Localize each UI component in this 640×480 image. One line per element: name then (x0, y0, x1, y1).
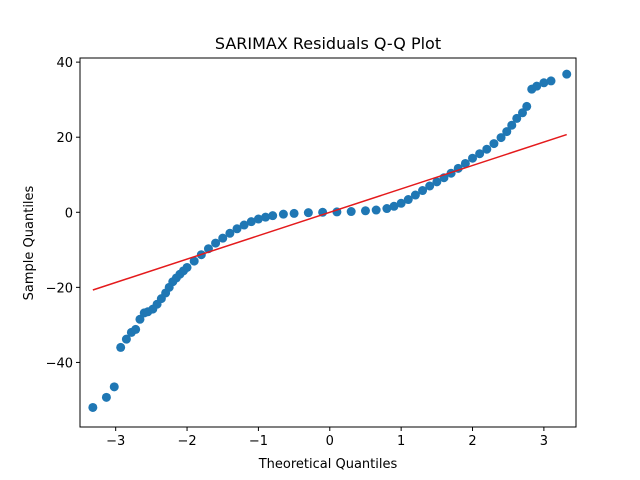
point (131, 324, 141, 334)
y-axis-label: Sample Quantiles (22, 185, 37, 300)
x-tick-label: 2 (468, 434, 476, 449)
point (389, 201, 399, 211)
point (278, 209, 288, 219)
point (109, 382, 119, 392)
point (502, 127, 512, 137)
point (468, 153, 478, 163)
point (418, 186, 428, 196)
y-tick-label: −20 (46, 281, 73, 296)
x-tick-label: −2 (177, 434, 196, 449)
point (403, 195, 413, 205)
point (371, 205, 381, 215)
x-tick-label: 0 (326, 434, 334, 449)
x-tick-label: −1 (249, 434, 268, 449)
point (261, 212, 271, 222)
point (432, 177, 442, 187)
point (101, 392, 111, 402)
y-tick-label: 40 (56, 56, 73, 71)
point (482, 144, 492, 154)
plot-frame (79, 57, 577, 428)
point (182, 262, 192, 272)
point (225, 228, 235, 238)
x-tick-label: 3 (540, 434, 548, 449)
point (253, 214, 263, 224)
x-tick-label: 1 (397, 434, 405, 449)
x-tick-label: −3 (106, 434, 125, 449)
point (546, 76, 556, 86)
point (189, 256, 199, 266)
y-tick-label: −40 (46, 356, 73, 371)
point (522, 101, 532, 111)
point (268, 211, 278, 221)
chart-title: SARIMAX Residuals Q-Q Plot (215, 34, 441, 53)
point (562, 69, 572, 79)
x-axis-label: Theoretical Quantiles (258, 457, 398, 472)
point (396, 198, 406, 208)
point (135, 314, 145, 324)
point (460, 158, 470, 168)
point (289, 208, 299, 218)
point (360, 206, 370, 216)
point (121, 334, 131, 344)
y-tick-label: 20 (56, 131, 73, 146)
point (239, 220, 249, 230)
point (303, 208, 313, 218)
point (218, 233, 228, 243)
point (507, 120, 517, 130)
point (539, 78, 549, 88)
point (346, 207, 356, 217)
point (496, 133, 506, 143)
point (410, 190, 420, 200)
point (517, 108, 527, 118)
point (425, 181, 435, 191)
point (88, 402, 98, 412)
point (489, 139, 499, 149)
point (211, 238, 221, 248)
point (382, 204, 392, 214)
point (532, 81, 542, 91)
point (246, 217, 256, 227)
point (475, 149, 485, 159)
y-tick-label: 0 (65, 206, 73, 221)
point (512, 113, 522, 123)
reference-line (92, 133, 567, 291)
point (116, 342, 126, 352)
point (232, 224, 242, 234)
